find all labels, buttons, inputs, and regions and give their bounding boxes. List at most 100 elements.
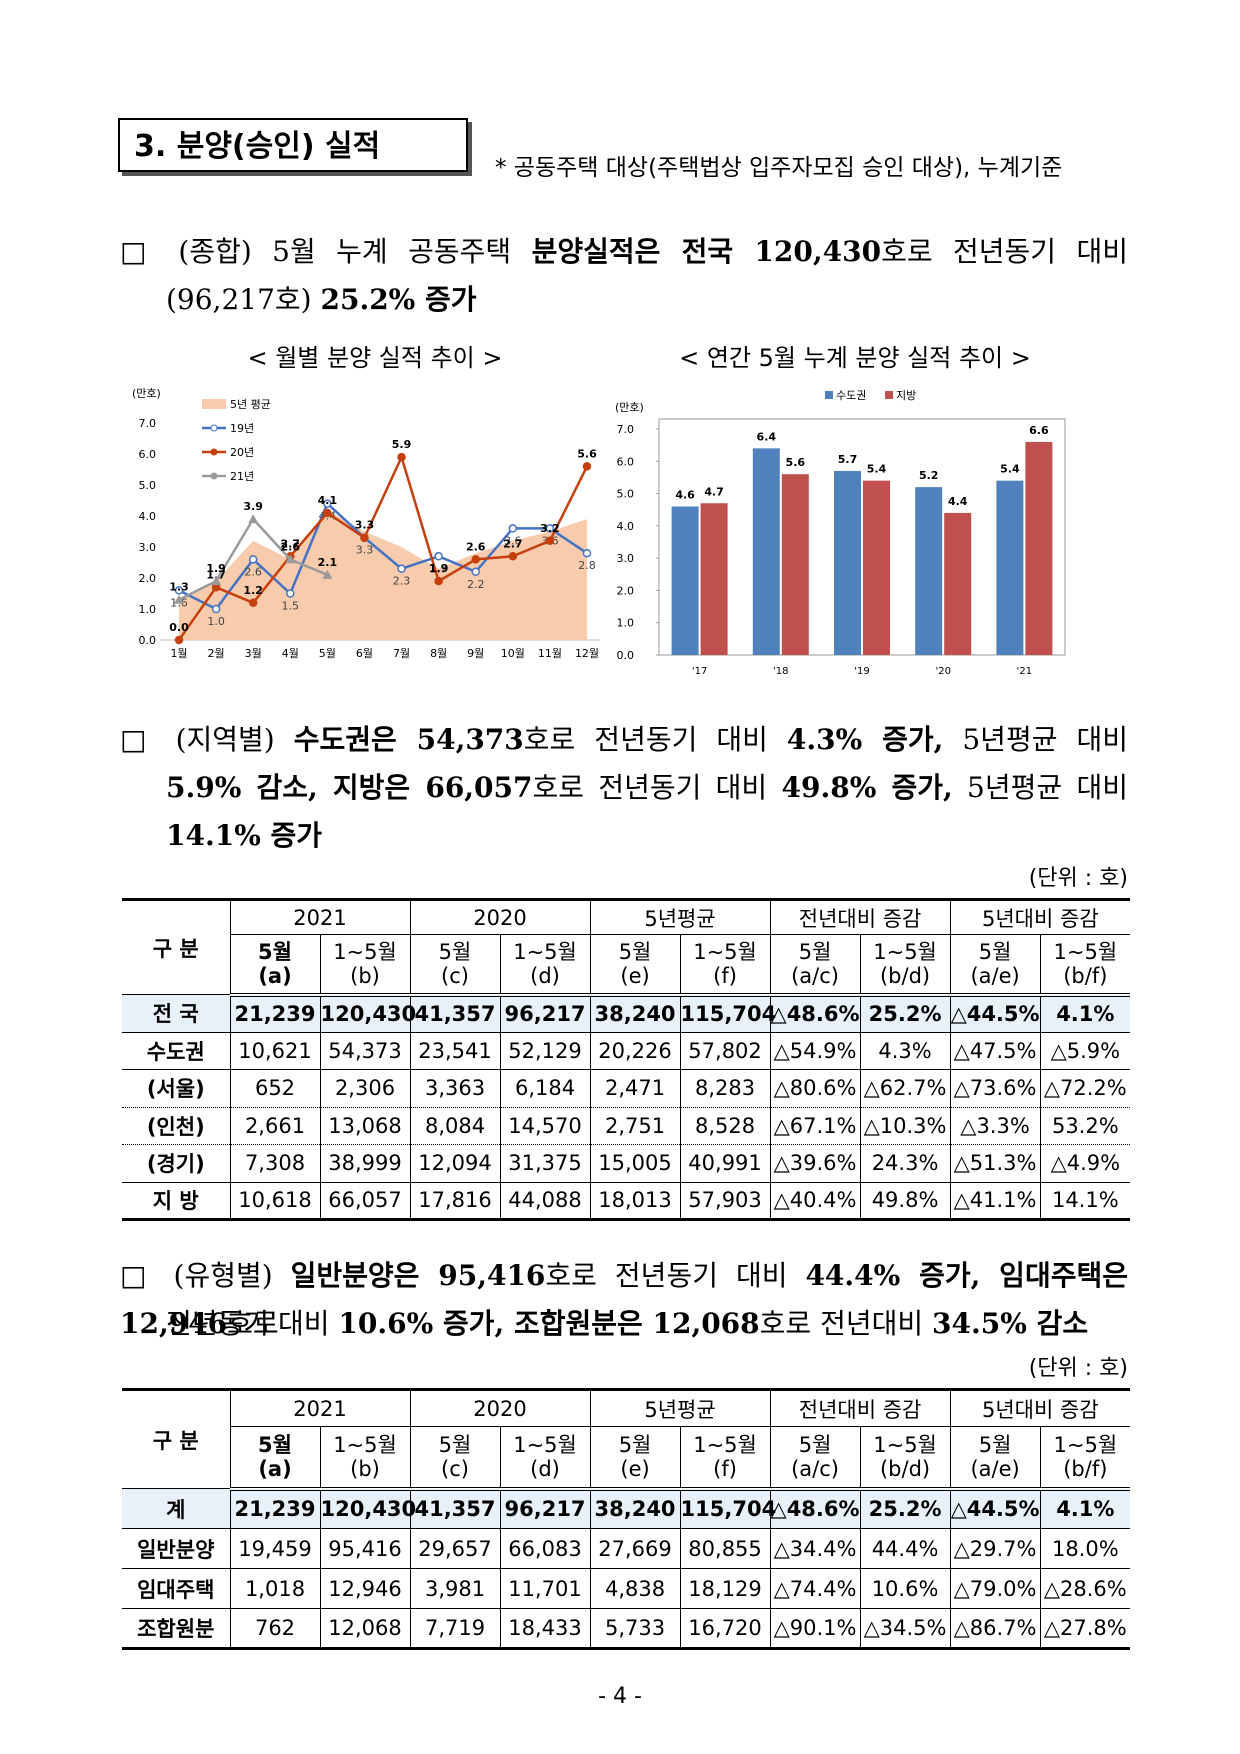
marker [434, 576, 443, 586]
marker [508, 524, 518, 533]
bar [996, 480, 1024, 655]
cell: 14,570 [499, 1106, 591, 1145]
text-run: 4.3% 증가, [786, 723, 944, 756]
cell: △28.6% [1039, 1568, 1131, 1609]
data-label: 2.3 [393, 575, 411, 588]
legend-label: 20년 [230, 446, 254, 459]
cell: △72.2% [1039, 1069, 1131, 1108]
header-text: 5월 [258, 939, 292, 964]
data-label: 5.2 [919, 469, 939, 482]
cell: △27.8% [1039, 1608, 1131, 1649]
header-text: (a) [258, 963, 292, 988]
data-label: 5.9 [392, 438, 412, 451]
data-label: 2.6 [281, 540, 301, 553]
cell: △48.6% [769, 994, 861, 1033]
text-run: 호로 전년대비 [759, 1307, 933, 1340]
marker [471, 567, 480, 577]
legend-label: 19년 [230, 422, 254, 435]
header-text: 5월 [618, 939, 652, 964]
legend-label: 21년 [230, 470, 254, 483]
cell: 52,129 [499, 1031, 591, 1070]
cell: 120,430 [319, 994, 416, 1033]
text-run: □ (유형별) [120, 1259, 291, 1292]
marker [545, 524, 555, 533]
header-cell: 구 분 [122, 899, 231, 995]
header-cell: 1∼5월 (d) [499, 1426, 591, 1491]
cell: 40,991 [679, 1144, 771, 1183]
cell: 3,363 [409, 1069, 501, 1108]
cell: 57,802 [679, 1031, 771, 1070]
marker [285, 554, 296, 564]
cell: 21,239 [229, 994, 321, 1033]
cell: △67.1% [769, 1106, 861, 1145]
legend-swatch [885, 391, 893, 399]
y-tick-label: 7.0 [617, 423, 635, 436]
marker [545, 536, 555, 546]
data-label: 2.1 [318, 556, 338, 569]
cell: 652 [229, 1069, 321, 1108]
cell: 762 [229, 1608, 321, 1649]
cell: 6,184 [499, 1069, 591, 1108]
header-text: (c) [441, 963, 469, 988]
header-text: (a/c) [791, 1456, 839, 1481]
header-text: (c) [441, 1456, 469, 1481]
cell: △74.4% [769, 1568, 861, 1609]
cell: 96,217 [499, 1488, 591, 1529]
text-run: 호로 [227, 1307, 279, 1340]
y-tick-label: 3.0 [617, 552, 635, 565]
bar [752, 448, 780, 655]
text-run: 49.8% 증가, [781, 771, 953, 804]
table-row: 계 21,239 120,430 41,357 96,217 38,240 115,704 △… [122, 1488, 1131, 1529]
data-table: 구 분 2021 2020 5년평균 전년대비 증감 5년대비 증감 5월 (a) 1∼5월 (b… [122, 898, 1131, 1221]
header-text: (f) [713, 1456, 737, 1481]
cell: 전 국 [122, 994, 231, 1033]
marker [174, 594, 184, 604]
paragraph-line: 14.1% 증가 [166, 812, 1128, 860]
table-row: 수도권 10,621 54,373 23,541 52,129 20,226 57,802 △… [122, 1031, 1131, 1070]
header-text: 5월 [978, 939, 1012, 964]
header-text: (f) [713, 963, 737, 988]
paragraph-line: □ (종합) 5월 누계 공동주택 분양실적은 전국 120,430호로 전년동… [120, 228, 1128, 276]
data-label: 3.6 [504, 534, 522, 547]
data-label: 5.7 [838, 453, 858, 466]
header-cell: 1∼5월 (b) [319, 934, 411, 997]
cell: 41,357 [409, 994, 501, 1033]
header-cell: 5월 (a) [230, 1426, 321, 1491]
paragraph-line: □ (유형별) 일반분양은 95,416호로 전년동기 대비 44.4% 증가,… [120, 1252, 1128, 1348]
page-number: - 4 - [598, 1684, 642, 1709]
header-text: 1∼5월 [873, 1432, 937, 1457]
text-run: 분양실적은 전국 120,430 [531, 235, 882, 268]
unit: (단위 : 호) [1028, 866, 1128, 891]
header-text: 5월 [798, 939, 832, 964]
header-cell: 1∼5월 (b/d) [859, 1426, 951, 1491]
cell: 4.3% [859, 1031, 951, 1070]
text-run: □ (종합) 5월 누계 공동주택 [120, 235, 532, 268]
header-cell: 1∼5월 (b/f) [1039, 934, 1131, 997]
marker [248, 598, 258, 608]
data-label: 2.8 [578, 559, 596, 572]
paragraph-line: 5.9% 감소, 지방은 66,057호로 전년동기 대비 49.8% 증가, … [166, 764, 1128, 812]
cell: △80.6% [769, 1069, 861, 1108]
data-label: 0.0 [169, 621, 189, 634]
cell: 12,094 [409, 1144, 501, 1183]
header-text: 1∼5월 [333, 1432, 397, 1457]
marker [434, 552, 443, 561]
y-tick-label: 0.0 [617, 649, 635, 662]
header-text: 5월 [618, 1432, 652, 1457]
y-tick-label: 6.0 [617, 455, 635, 468]
cell: 5,733 [589, 1608, 681, 1649]
header-cell: 5년평균 [589, 1389, 771, 1427]
marker [582, 462, 592, 471]
header-text: (e) [620, 1456, 650, 1481]
header-text: (b/f) [1063, 963, 1108, 988]
header-cell: 1∼5월 (f) [679, 1426, 771, 1491]
cell: 21,239 [229, 1488, 321, 1529]
header-row: 구 분 2021 2020 5년평균 전년대비 증감 5년대비 증감 [122, 899, 1131, 995]
cell: 지 방 [122, 1181, 231, 1220]
legend-marker [210, 448, 218, 456]
header-text: (b) [350, 963, 380, 988]
cell: △34.4% [769, 1528, 861, 1569]
cell: △86.7% [949, 1608, 1041, 1649]
header-cell: 5월 (a/e) [949, 1426, 1041, 1491]
